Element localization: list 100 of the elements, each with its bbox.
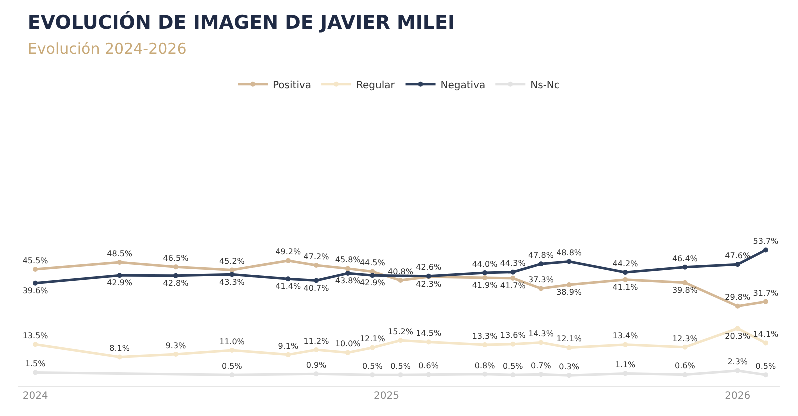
point	[682, 344, 688, 350]
point	[510, 276, 516, 281]
data-label: 43.3%	[219, 278, 246, 287]
data-label: 29.8%	[725, 293, 751, 302]
data-label: 41.1%	[612, 282, 639, 292]
data-label: 43.8%	[335, 276, 362, 286]
data-label: 40.8%	[388, 267, 414, 276]
data-label: 14.5%	[416, 329, 442, 338]
point	[230, 372, 235, 378]
point	[370, 345, 376, 350]
point	[682, 372, 688, 378]
data-label: 42.3%	[416, 280, 442, 290]
point	[286, 258, 291, 264]
point	[622, 342, 628, 348]
data-label: 0.5%	[756, 362, 777, 371]
data-label: 44.2%	[612, 259, 639, 268]
data-label: 41.7%	[500, 282, 526, 291]
data-label: 9.3%	[166, 341, 187, 350]
data-label: 42.6%	[416, 263, 442, 272]
legend-label: Ns-Nc	[530, 80, 560, 92]
point	[426, 340, 432, 345]
data-label: 38.9%	[556, 288, 582, 298]
point	[566, 345, 572, 350]
point	[346, 271, 351, 276]
data-label: 39.6%	[22, 286, 49, 296]
data-label: 14.3%	[528, 330, 554, 339]
point	[566, 282, 572, 288]
data-label: 0.5%	[222, 362, 243, 371]
point	[538, 286, 544, 292]
data-label: 42.8%	[163, 278, 190, 288]
data-label: 10.0%	[335, 340, 362, 349]
point	[735, 262, 740, 268]
data-label: 46.5%	[163, 254, 190, 264]
data-label: 2.3%	[728, 358, 748, 367]
point	[230, 272, 235, 278]
data-label: 47.8%	[528, 250, 554, 260]
data-label: 0.5%	[362, 362, 384, 371]
point	[735, 368, 740, 374]
point	[346, 266, 351, 272]
data-label: 0.3%	[559, 362, 580, 372]
point	[230, 268, 235, 273]
data-label: 41.4%	[276, 282, 302, 292]
point	[174, 273, 179, 278]
data-label: 13.5%	[22, 331, 49, 340]
data-label: 47.2%	[304, 252, 330, 262]
data-label: 37.3%	[528, 276, 554, 285]
point	[398, 278, 404, 284]
point	[314, 347, 319, 352]
x-tick-label: 2025	[374, 391, 400, 402]
data-label: 0.6%	[418, 362, 440, 371]
data-label: 0.6%	[675, 362, 696, 371]
point	[763, 299, 768, 304]
point	[286, 352, 291, 358]
data-label: 45.2%	[219, 257, 246, 266]
data-label: 48.8%	[556, 248, 582, 258]
data-label: 31.7%	[753, 288, 780, 298]
point	[622, 277, 628, 282]
point	[763, 248, 768, 253]
point	[682, 280, 688, 286]
data-label: 20.3%	[725, 332, 751, 341]
point	[230, 348, 235, 353]
point	[33, 267, 38, 272]
data-label: 49.2%	[276, 248, 302, 257]
data-label: 13.6%	[500, 331, 526, 340]
point	[510, 342, 516, 347]
x-tick-label: 2026	[725, 391, 751, 402]
data-label: 11.2%	[304, 336, 330, 346]
point	[538, 372, 544, 378]
point	[763, 340, 768, 346]
point	[566, 259, 572, 264]
point	[426, 372, 432, 378]
point	[286, 276, 291, 282]
point	[117, 273, 122, 278]
point	[33, 342, 38, 348]
data-label: 11.0%	[219, 337, 246, 346]
legend-label: Positiva	[273, 80, 312, 92]
chart-title: EVOLUCIÓN DE IMAGEN DE JAVIER MILEI	[28, 11, 456, 34]
data-label: 47.6%	[725, 251, 751, 260]
x-tick-label: 2024	[22, 391, 48, 402]
data-label: 0.5%	[390, 362, 412, 371]
data-label: 0.9%	[306, 361, 328, 370]
point	[482, 270, 488, 276]
data-label: 13.4%	[612, 332, 639, 341]
data-label: 48.5%	[107, 249, 133, 258]
legend-label: Regular	[356, 80, 396, 92]
point	[370, 372, 376, 378]
data-label: 12.3%	[672, 334, 698, 344]
data-label: 9.1%	[278, 342, 299, 351]
data-label: 1.1%	[615, 360, 636, 370]
point	[174, 264, 179, 270]
data-label: 44.3%	[500, 259, 526, 268]
data-label: 44.5%	[360, 258, 386, 268]
point	[117, 260, 122, 265]
legend-label: Negativa	[440, 80, 486, 92]
point	[482, 275, 488, 280]
data-label: 14.1%	[753, 330, 780, 340]
data-label: 0.5%	[502, 362, 524, 371]
point	[763, 372, 768, 378]
point	[510, 372, 516, 378]
data-label: 41.9%	[472, 281, 498, 290]
